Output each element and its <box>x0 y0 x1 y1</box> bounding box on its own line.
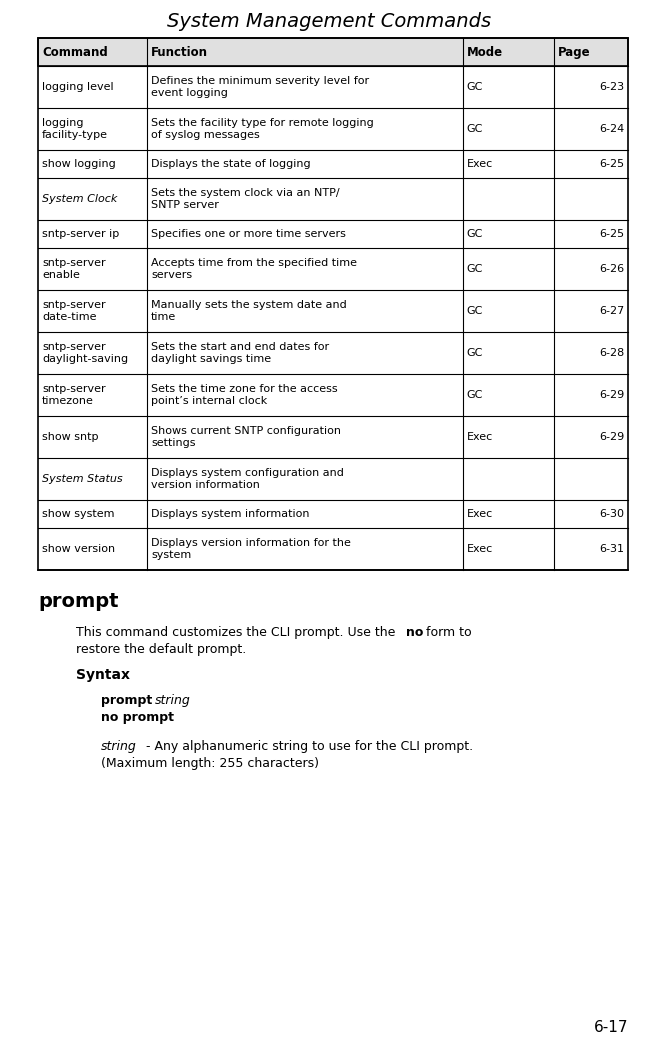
Text: Exec: Exec <box>467 544 493 554</box>
Bar <box>38 332 628 374</box>
Text: (Maximum length: 255 characters): (Maximum length: 255 characters) <box>101 757 319 771</box>
Text: 6-28: 6-28 <box>599 348 624 358</box>
Text: 6-30: 6-30 <box>599 509 624 519</box>
Text: Mode: Mode <box>467 45 503 59</box>
Text: 6-29: 6-29 <box>599 432 624 442</box>
Text: 6-27: 6-27 <box>599 306 624 316</box>
Text: 6-29: 6-29 <box>599 389 624 400</box>
Text: form to: form to <box>422 626 471 639</box>
Text: - Any alphanumeric string to use for the CLI prompt.: - Any alphanumeric string to use for the… <box>142 740 473 753</box>
Bar <box>38 108 628 150</box>
Text: sntp-server
timezone: sntp-server timezone <box>42 383 105 406</box>
Text: string: string <box>101 740 137 753</box>
Text: 6-25: 6-25 <box>599 159 624 169</box>
Text: GC: GC <box>467 348 483 358</box>
Text: Accepts time from the specified time
servers: Accepts time from the specified time ser… <box>151 258 357 281</box>
Text: Manually sets the system date and
time: Manually sets the system date and time <box>151 299 347 322</box>
Text: show version: show version <box>42 544 115 554</box>
Text: GC: GC <box>467 389 483 400</box>
Bar <box>38 248 628 290</box>
Text: sntp-server
enable: sntp-server enable <box>42 258 105 281</box>
Text: Sets the time zone for the access
point’s internal clock: Sets the time zone for the access point’… <box>151 383 338 406</box>
Bar <box>38 416 628 458</box>
Text: GC: GC <box>467 124 483 134</box>
Text: logging
facility-type: logging facility-type <box>42 117 108 140</box>
Bar <box>38 458 628 500</box>
Text: GC: GC <box>467 264 483 274</box>
Bar <box>38 374 628 416</box>
Text: Exec: Exec <box>467 509 493 519</box>
Text: Page: Page <box>558 45 591 59</box>
Text: restore the default prompt.: restore the default prompt. <box>76 644 246 656</box>
Bar <box>38 38 628 570</box>
Text: 6-25: 6-25 <box>599 229 624 239</box>
Text: System Clock: System Clock <box>42 194 117 204</box>
Text: 6-26: 6-26 <box>599 264 624 274</box>
Bar <box>38 66 628 108</box>
Text: no: no <box>406 626 423 639</box>
Text: prompt: prompt <box>38 592 119 611</box>
Bar <box>38 220 628 248</box>
Text: sntp-server
daylight-saving: sntp-server daylight-saving <box>42 341 128 364</box>
Bar <box>38 500 628 528</box>
Text: show system: show system <box>42 509 115 519</box>
Text: GC: GC <box>467 306 483 316</box>
Text: Displays system configuration and
version information: Displays system configuration and versio… <box>151 468 344 490</box>
Text: System Status: System Status <box>42 474 123 484</box>
Bar <box>38 528 628 570</box>
Text: Sets the start and end dates for
daylight savings time: Sets the start and end dates for dayligh… <box>151 341 330 364</box>
Text: Syntax: Syntax <box>76 668 130 682</box>
Text: GC: GC <box>467 229 483 239</box>
Text: System Management Commands: System Management Commands <box>167 12 492 31</box>
Bar <box>38 290 628 332</box>
Text: Sets the system clock via an NTP/
SNTP server: Sets the system clock via an NTP/ SNTP s… <box>151 187 340 210</box>
Text: 6-23: 6-23 <box>599 82 624 92</box>
Text: Shows current SNTP configuration
settings: Shows current SNTP configuration setting… <box>151 425 341 448</box>
Text: Function: Function <box>151 45 208 59</box>
Bar <box>38 178 628 220</box>
Text: no prompt: no prompt <box>101 712 174 725</box>
Bar <box>38 150 628 178</box>
Text: Displays version information for the
system: Displays version information for the sys… <box>151 537 351 560</box>
Text: 6-31: 6-31 <box>599 544 624 554</box>
Text: Command: Command <box>42 45 108 59</box>
Text: Displays system information: Displays system information <box>151 509 310 519</box>
Text: Displays the state of logging: Displays the state of logging <box>151 159 311 169</box>
Text: show sntp: show sntp <box>42 432 98 442</box>
Text: show logging: show logging <box>42 159 116 169</box>
Text: Exec: Exec <box>467 432 493 442</box>
Text: string: string <box>156 694 191 707</box>
Text: 6-24: 6-24 <box>599 124 624 134</box>
Text: logging level: logging level <box>42 82 113 92</box>
Text: sntp-server
date-time: sntp-server date-time <box>42 299 105 322</box>
Text: 6-17: 6-17 <box>594 1020 628 1035</box>
Text: sntp-server ip: sntp-server ip <box>42 229 119 239</box>
Text: prompt: prompt <box>101 694 157 707</box>
Bar <box>38 38 628 66</box>
Text: Exec: Exec <box>467 159 493 169</box>
Text: GC: GC <box>467 82 483 92</box>
Text: Specifies one or more time servers: Specifies one or more time servers <box>151 229 346 239</box>
Text: Defines the minimum severity level for
event logging: Defines the minimum severity level for e… <box>151 75 369 98</box>
Text: Sets the facility type for remote logging
of syslog messages: Sets the facility type for remote loggin… <box>151 117 374 140</box>
Text: This command customizes the CLI prompt. Use the: This command customizes the CLI prompt. … <box>76 626 399 639</box>
